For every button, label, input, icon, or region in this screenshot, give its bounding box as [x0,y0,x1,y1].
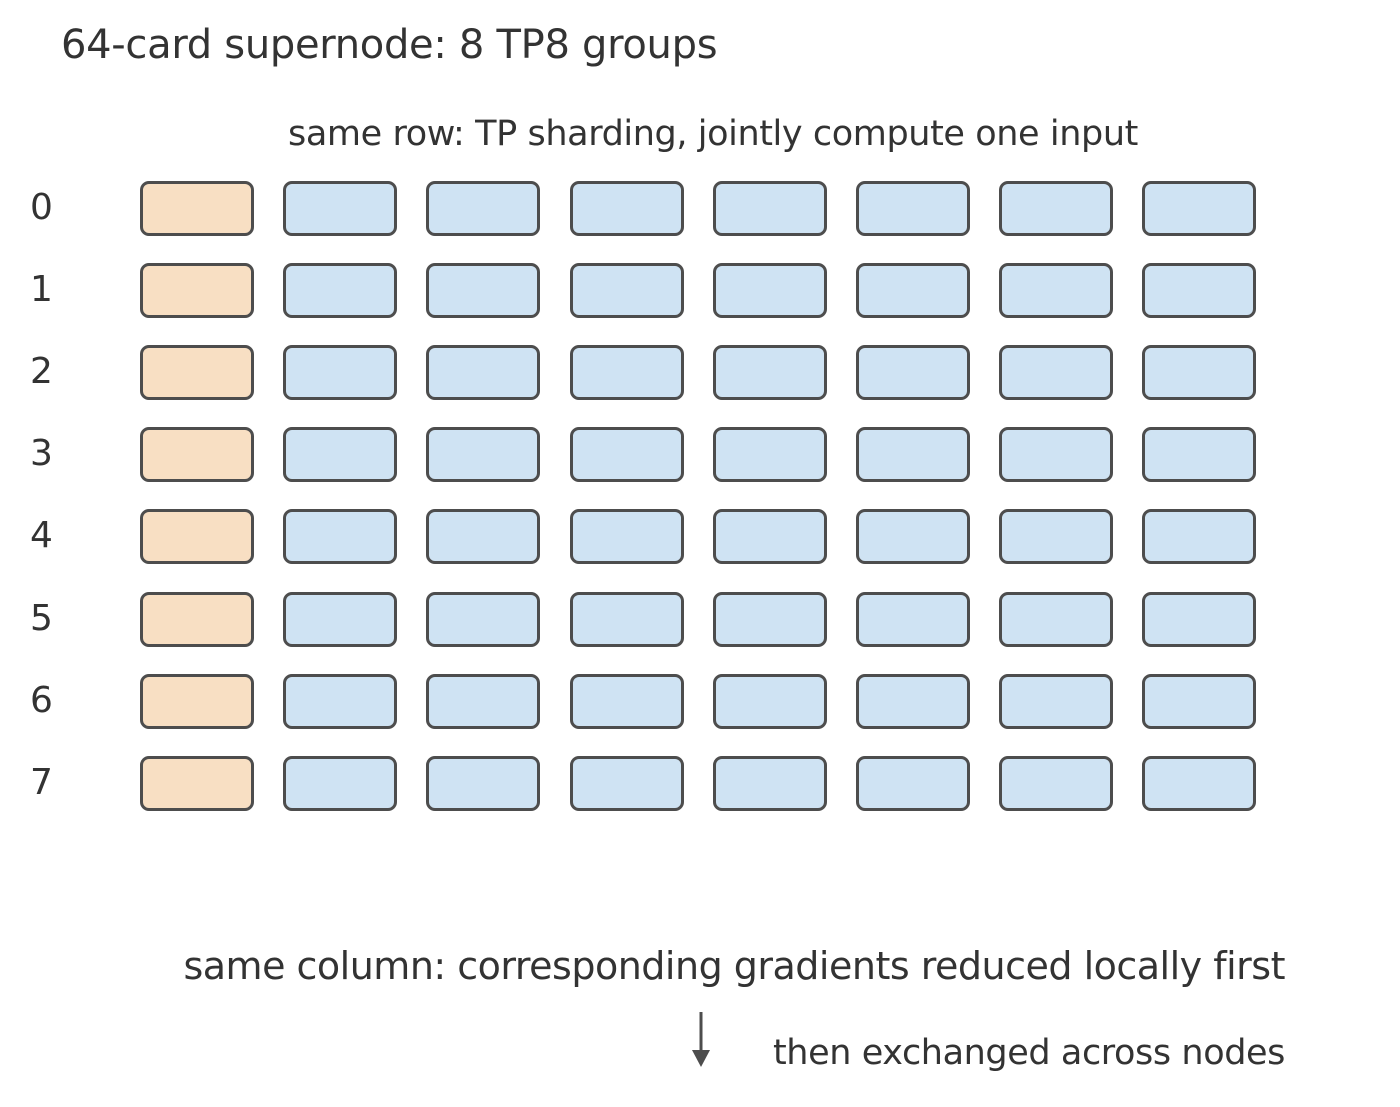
card [283,181,397,236]
card [283,509,397,564]
row-label: 3 [30,433,53,475]
card [999,509,1113,564]
card [283,756,397,811]
row-label: 5 [30,597,53,639]
row-caption: same row: TP sharding, jointly compute o… [288,114,1138,154]
card [570,592,684,647]
card [570,674,684,729]
card [570,427,684,482]
card [283,263,397,318]
card [856,592,970,647]
card [570,345,684,400]
diagram-title: 64-card supernode: 8 TP8 groups [61,22,718,68]
card [1142,427,1256,482]
card [999,674,1113,729]
card-lead [140,345,254,400]
card [713,674,827,729]
card [570,509,684,564]
row-label: 6 [30,679,53,721]
card [426,181,540,236]
card [570,181,684,236]
row-label: 0 [30,187,53,228]
down-arrow-icon [692,1012,710,1067]
card [1142,674,1256,729]
card-lead [140,756,254,811]
card [1142,509,1256,564]
card [426,674,540,729]
row-label: 2 [30,351,53,393]
card [856,756,970,811]
card [426,592,540,647]
card [1142,756,1256,811]
card [283,592,397,647]
card-lead [140,592,254,647]
card [426,345,540,400]
card [856,345,970,400]
card [570,756,684,811]
card [1142,345,1256,400]
card [856,181,970,236]
card [426,756,540,811]
card [713,509,827,564]
card-lead [140,263,254,318]
card [713,427,827,482]
row-label: 4 [30,515,53,557]
card [426,427,540,482]
card-lead [140,509,254,564]
card [1142,592,1256,647]
card [713,181,827,236]
card-lead [140,674,254,729]
card [1142,263,1256,318]
card [713,592,827,647]
row-label: 7 [30,761,53,803]
card [713,756,827,811]
row-label: 1 [30,269,53,311]
card-lead [140,181,254,236]
card [426,509,540,564]
card [713,345,827,400]
card [283,427,397,482]
card-lead [140,427,254,482]
card [1142,181,1256,236]
card [856,263,970,318]
card [283,674,397,729]
card [999,592,1113,647]
card [999,181,1113,236]
column-caption: same column: corresponding gradients red… [183,944,1285,988]
card [999,756,1113,811]
card [713,263,827,318]
card [999,427,1113,482]
card [999,263,1113,318]
card [570,263,684,318]
card [856,674,970,729]
card [856,509,970,564]
card [283,345,397,400]
card [426,263,540,318]
card [856,427,970,482]
card [999,345,1113,400]
next-caption: then exchanged across nodes [772,1033,1285,1073]
